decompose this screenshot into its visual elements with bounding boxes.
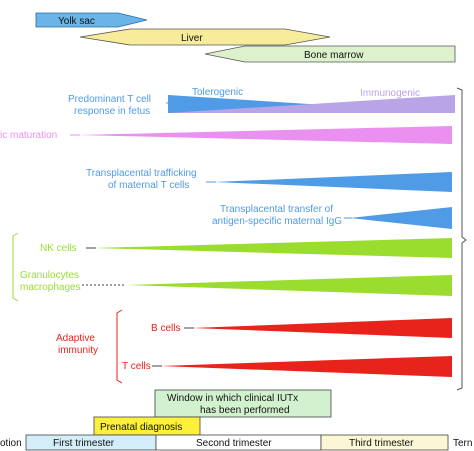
b-cells-wedge (192, 318, 452, 338)
t-cell-response-label-line2: response in fetus (74, 106, 150, 117)
iutx-window-line1: Window in which clinical IUTx (167, 393, 298, 404)
maternal-igg-label-line1: Transplacental transfer of (220, 204, 333, 215)
t-cell-response-label-line1: Predominant T cell (68, 94, 151, 105)
tolerogenic-label: Tolerogenic (192, 87, 243, 98)
maternal-igg-wedge (350, 207, 452, 229)
granulocytes-label-line2: macrophages (20, 282, 81, 293)
dc-maturation-label: ic maturation (0, 130, 57, 141)
nk-cells-wedge (94, 238, 452, 258)
immunogenic-label: Immunogenic (360, 88, 420, 99)
adaptive-label-line1: Adaptive (56, 333, 95, 344)
adaptive-bracket (116, 309, 123, 384)
t-cells-wedge (160, 356, 452, 377)
immunogenic-wedge (168, 95, 455, 113)
t-cells-label: T cells (122, 361, 151, 372)
maternal-igg-label-line2: antigen-specific maternal IgG (212, 216, 342, 227)
iutx-window-box (154, 389, 332, 418)
bone-marrow-label: Bone marrow (304, 50, 364, 61)
granulocytes-label-line1: Granulocytes (20, 270, 79, 281)
granulocytes-wedge (126, 275, 452, 296)
maternal-t-cells-label-line1: Transplacental trafficking (86, 168, 197, 179)
yolk-sac-bar (35, 12, 148, 28)
iutx-window-line2: has been performed (200, 405, 290, 416)
conception-label: otion (0, 438, 22, 449)
third-trimester-segment (320, 434, 449, 451)
first-trimester-label: First trimester (53, 438, 115, 449)
maternal-t-cells-wedge (214, 172, 452, 192)
term-label: Tern (453, 438, 472, 449)
adaptive-label-line2: immunity (58, 345, 98, 356)
prenatal-diagnosis-label: Prenatal diagnosis (100, 422, 182, 433)
second-trimester-label: Second trimester (196, 438, 272, 449)
nk-cells-label: NK cells (40, 243, 77, 254)
bone-marrow-bar (204, 45, 456, 63)
third-trimester-label: Third trimester (349, 438, 414, 449)
innate-bracket (12, 232, 19, 302)
b-cells-label: B cells (151, 323, 180, 334)
liver-label: Liver (181, 33, 203, 44)
right-bracket (456, 87, 467, 391)
maternal-t-cells-label-line2: of maternal T cells (108, 180, 189, 191)
liver-bar (79, 28, 331, 46)
dc-maturation-wedge (78, 126, 452, 144)
yolk-sac-label: Yolk sac (58, 16, 95, 27)
